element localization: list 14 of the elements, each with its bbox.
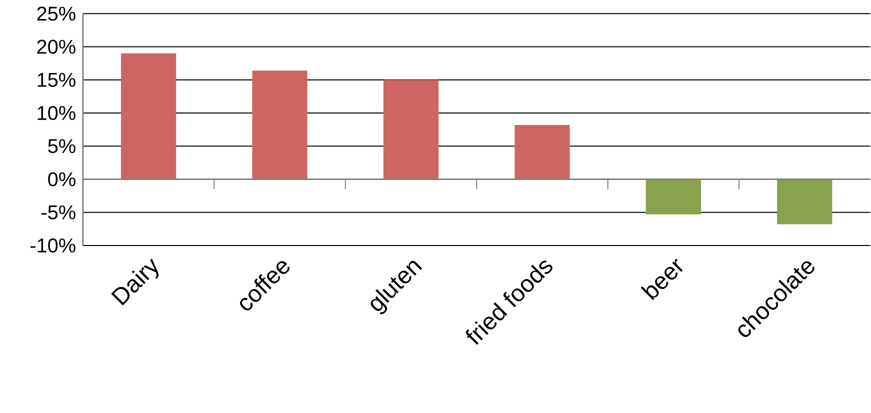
y-tick-label: 0% [48, 172, 76, 186]
y-tick-label: 5% [48, 138, 76, 153]
y-tick-label: -5% [42, 205, 76, 220]
y-tick-label: -10% [30, 238, 76, 252]
y-tick-label: 20% [37, 40, 76, 54]
bar [646, 179, 701, 214]
y-tick-label: 10% [38, 106, 76, 120]
bar [383, 80, 439, 180]
bar [120, 53, 176, 180]
bar [514, 124, 570, 180]
y-tick-label: 25% [37, 6, 76, 21]
bar [252, 70, 308, 180]
bar [777, 179, 832, 224]
y-tick-label: 15% [38, 72, 76, 87]
